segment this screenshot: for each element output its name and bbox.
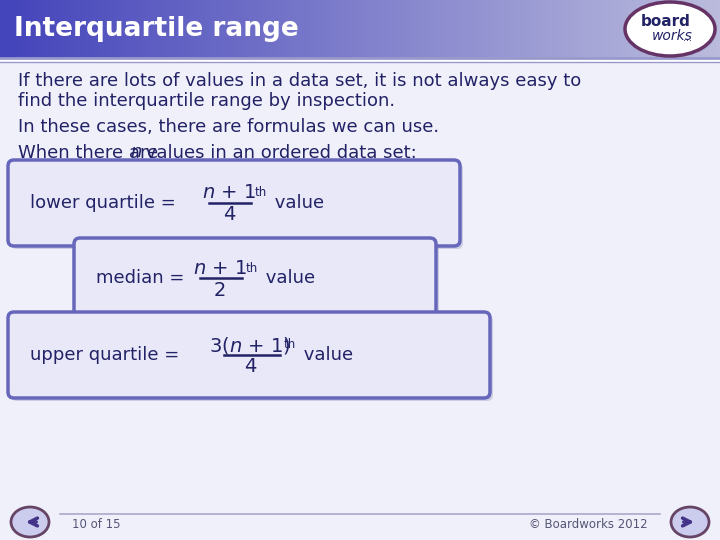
Text: value: value bbox=[260, 269, 315, 287]
Text: find the interquartile range by inspection.: find the interquartile range by inspecti… bbox=[18, 92, 395, 110]
FancyBboxPatch shape bbox=[77, 241, 439, 321]
Text: board: board bbox=[641, 14, 691, 29]
FancyBboxPatch shape bbox=[8, 312, 490, 398]
Text: ...: ... bbox=[683, 33, 693, 43]
Text: upper quartile =: upper quartile = bbox=[30, 346, 179, 364]
Bar bbox=[0, 62, 720, 540]
FancyBboxPatch shape bbox=[8, 160, 460, 246]
Text: © Boardworks 2012: © Boardworks 2012 bbox=[529, 517, 648, 530]
Text: $\mathit{n}$ + 1: $\mathit{n}$ + 1 bbox=[202, 184, 256, 202]
Text: values in an ordered data set:: values in an ordered data set: bbox=[140, 144, 417, 162]
Ellipse shape bbox=[12, 508, 50, 538]
Text: value: value bbox=[269, 194, 324, 212]
Text: th: th bbox=[246, 261, 258, 274]
Text: works: works bbox=[652, 29, 693, 43]
Ellipse shape bbox=[671, 507, 709, 537]
Ellipse shape bbox=[672, 508, 710, 538]
Text: th: th bbox=[255, 186, 267, 199]
Ellipse shape bbox=[627, 4, 717, 58]
Text: When there are: When there are bbox=[18, 144, 164, 162]
Text: In these cases, there are formulas we can use.: In these cases, there are formulas we ca… bbox=[18, 118, 439, 136]
Text: 10 of 15: 10 of 15 bbox=[72, 517, 120, 530]
Text: Interquartile range: Interquartile range bbox=[14, 16, 299, 42]
Text: 4: 4 bbox=[244, 357, 256, 376]
Ellipse shape bbox=[11, 507, 49, 537]
FancyBboxPatch shape bbox=[11, 163, 463, 249]
Text: $\mathit{n}$ + 1: $\mathit{n}$ + 1 bbox=[193, 259, 247, 278]
Text: 4: 4 bbox=[222, 206, 235, 225]
Text: 2: 2 bbox=[214, 280, 226, 300]
Ellipse shape bbox=[625, 2, 715, 56]
Text: th: th bbox=[284, 339, 296, 352]
FancyBboxPatch shape bbox=[74, 238, 436, 318]
FancyBboxPatch shape bbox=[11, 315, 493, 401]
Text: If there are lots of values in a data set, it is not always easy to: If there are lots of values in a data se… bbox=[18, 72, 581, 90]
Text: n: n bbox=[130, 143, 141, 161]
Text: 3($\mathit{n}$ + 1): 3($\mathit{n}$ + 1) bbox=[210, 334, 291, 355]
Text: value: value bbox=[298, 346, 353, 364]
Text: lower quartile =: lower quartile = bbox=[30, 194, 176, 212]
Text: median =: median = bbox=[96, 269, 184, 287]
